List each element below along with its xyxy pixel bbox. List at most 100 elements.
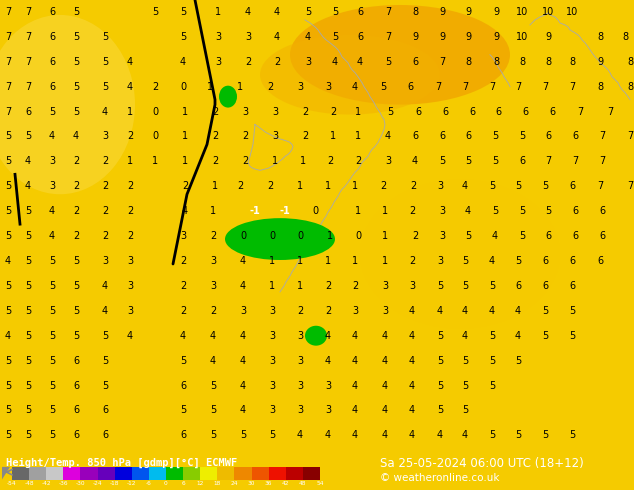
Text: 5: 5 bbox=[210, 430, 216, 441]
Text: 5: 5 bbox=[25, 381, 31, 391]
Text: 6: 6 bbox=[597, 256, 603, 266]
Bar bbox=[269, 467, 286, 480]
Text: 1: 1 bbox=[272, 156, 278, 167]
Text: 6: 6 bbox=[73, 381, 79, 391]
Text: 9: 9 bbox=[493, 32, 499, 42]
Text: 4: 4 bbox=[352, 82, 358, 92]
Text: 4: 4 bbox=[210, 356, 216, 366]
Text: 4: 4 bbox=[409, 430, 415, 441]
Text: 2: 2 bbox=[274, 57, 280, 67]
Text: 1: 1 bbox=[355, 131, 361, 142]
Text: 3: 3 bbox=[127, 256, 133, 266]
Text: 3: 3 bbox=[439, 231, 445, 241]
Text: 5: 5 bbox=[465, 156, 471, 167]
Text: 1: 1 bbox=[127, 156, 133, 167]
Text: 8: 8 bbox=[465, 57, 471, 67]
Text: 4: 4 bbox=[240, 381, 246, 391]
Text: 4: 4 bbox=[240, 356, 246, 366]
Text: 5: 5 bbox=[49, 256, 55, 266]
Text: 5: 5 bbox=[25, 256, 31, 266]
Text: 42: 42 bbox=[282, 481, 290, 486]
Text: 4: 4 bbox=[73, 131, 79, 142]
Text: -24: -24 bbox=[93, 481, 102, 486]
Text: 6: 6 bbox=[572, 231, 578, 241]
Text: 4: 4 bbox=[127, 57, 133, 67]
Text: 3: 3 bbox=[210, 256, 216, 266]
Text: 1: 1 bbox=[352, 181, 358, 191]
Text: 4: 4 bbox=[409, 331, 415, 341]
Text: 0: 0 bbox=[269, 231, 275, 241]
Text: 5: 5 bbox=[380, 82, 386, 92]
Text: 5: 5 bbox=[437, 356, 443, 366]
Text: 7: 7 bbox=[542, 82, 548, 92]
Text: 5: 5 bbox=[25, 405, 31, 416]
Text: 1: 1 bbox=[352, 256, 358, 266]
Text: 7: 7 bbox=[5, 82, 11, 92]
Text: 4: 4 bbox=[352, 356, 358, 366]
Text: 6: 6 bbox=[439, 131, 445, 142]
Text: 1: 1 bbox=[127, 106, 133, 117]
Text: 4: 4 bbox=[382, 405, 388, 416]
Text: 2: 2 bbox=[210, 231, 216, 241]
Text: 6: 6 bbox=[73, 356, 79, 366]
Text: 5: 5 bbox=[49, 281, 55, 291]
Text: 4: 4 bbox=[210, 331, 216, 341]
Text: 4: 4 bbox=[352, 430, 358, 441]
Text: 2: 2 bbox=[152, 82, 158, 92]
Text: 6: 6 bbox=[181, 481, 185, 486]
Text: 3: 3 bbox=[439, 206, 445, 216]
Text: 7: 7 bbox=[385, 7, 391, 17]
Ellipse shape bbox=[219, 86, 237, 108]
Text: 4: 4 bbox=[102, 106, 108, 117]
Text: 7: 7 bbox=[489, 82, 495, 92]
Text: 4: 4 bbox=[180, 331, 186, 341]
Text: 7: 7 bbox=[545, 156, 551, 167]
Text: 2: 2 bbox=[127, 206, 133, 216]
Text: 2: 2 bbox=[297, 306, 303, 316]
Text: 7: 7 bbox=[5, 7, 11, 17]
Text: 5: 5 bbox=[489, 356, 495, 366]
Text: 5: 5 bbox=[542, 430, 548, 441]
Text: 5: 5 bbox=[489, 281, 495, 291]
Text: 5: 5 bbox=[25, 281, 31, 291]
Text: 6: 6 bbox=[522, 106, 528, 117]
Text: 1: 1 bbox=[269, 256, 275, 266]
Text: 3: 3 bbox=[325, 381, 331, 391]
Text: 2: 2 bbox=[409, 256, 415, 266]
Bar bbox=[217, 467, 235, 480]
Text: 2: 2 bbox=[302, 131, 308, 142]
Text: 2: 2 bbox=[380, 181, 386, 191]
Text: 5: 5 bbox=[492, 156, 498, 167]
Text: 4: 4 bbox=[462, 181, 468, 191]
Text: 4: 4 bbox=[240, 331, 246, 341]
Text: 5: 5 bbox=[102, 82, 108, 92]
Text: 5: 5 bbox=[569, 331, 575, 341]
Text: 0: 0 bbox=[312, 206, 318, 216]
Text: 6: 6 bbox=[49, 7, 55, 17]
Text: 4: 4 bbox=[352, 381, 358, 391]
Text: 5: 5 bbox=[492, 206, 498, 216]
Text: 1: 1 bbox=[182, 106, 188, 117]
Text: 0: 0 bbox=[180, 82, 186, 92]
Ellipse shape bbox=[260, 35, 440, 115]
Text: 7: 7 bbox=[599, 156, 605, 167]
Text: 5: 5 bbox=[73, 7, 79, 17]
Text: 4: 4 bbox=[437, 430, 443, 441]
Text: 4: 4 bbox=[489, 256, 495, 266]
Text: 2: 2 bbox=[73, 206, 79, 216]
Text: 9: 9 bbox=[545, 32, 551, 42]
Text: 3: 3 bbox=[269, 381, 275, 391]
Text: 3: 3 bbox=[297, 82, 303, 92]
Text: 5: 5 bbox=[515, 181, 521, 191]
Text: 0: 0 bbox=[355, 231, 361, 241]
Text: 7: 7 bbox=[462, 82, 468, 92]
Text: 6: 6 bbox=[599, 206, 605, 216]
Text: 2: 2 bbox=[327, 156, 333, 167]
Text: 2: 2 bbox=[409, 206, 415, 216]
Text: 5: 5 bbox=[25, 206, 31, 216]
Text: 5: 5 bbox=[25, 430, 31, 441]
Text: 6: 6 bbox=[102, 405, 108, 416]
Text: 5: 5 bbox=[73, 306, 79, 316]
Text: 4: 4 bbox=[127, 82, 133, 92]
Text: 6: 6 bbox=[519, 156, 525, 167]
